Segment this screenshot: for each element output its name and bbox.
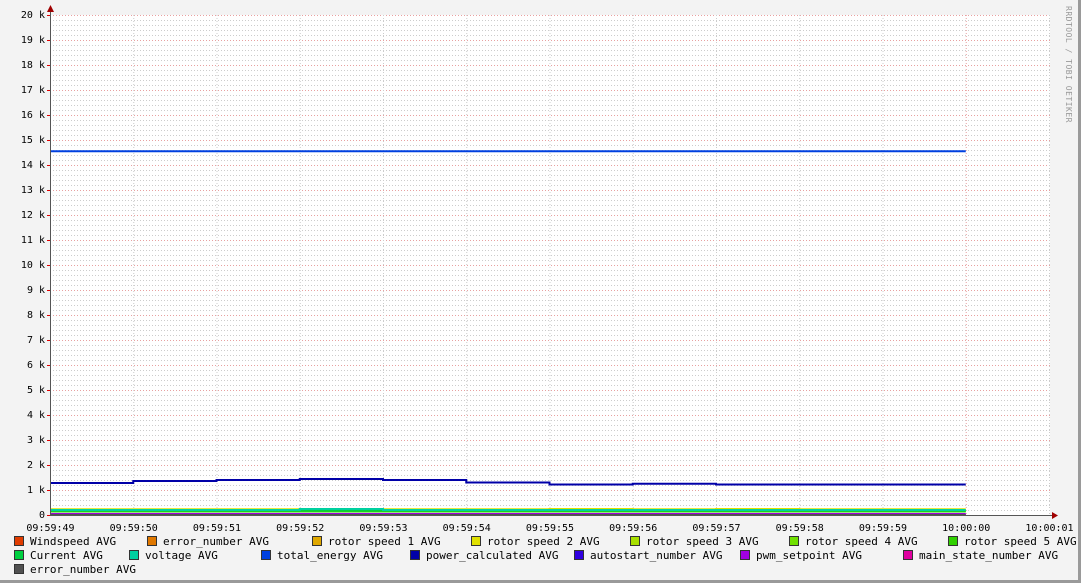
y-tick-label: 13 k	[21, 185, 45, 196]
legend-swatch	[261, 550, 271, 560]
legend-item: error_number AVG	[14, 564, 136, 576]
y-tick-label: 15 k	[21, 135, 45, 146]
legend-swatch	[789, 536, 799, 546]
y-tick-label: 1 k	[27, 485, 45, 496]
y-tick-label: 17 k	[21, 85, 45, 96]
legend-label: rotor speed 5 AVG	[964, 535, 1077, 548]
legend-item: error_number AVG	[147, 536, 269, 548]
legend-label: rotor speed 2 AVG	[487, 535, 600, 548]
x-tick-label: 09:59:53	[359, 523, 407, 534]
legend-label: autostart_number AVG	[590, 549, 723, 562]
legend-item: main_state_number AVG	[903, 550, 1058, 562]
legend-swatch	[14, 536, 24, 546]
y-tick-label: 16 k	[21, 110, 45, 121]
series-line-8	[50, 508, 966, 511]
legend-swatch	[948, 536, 958, 546]
legend-label: rotor speed 3 AVG	[646, 535, 759, 548]
legend-label: total_energy AVG	[277, 549, 383, 562]
legend-item: rotor speed 5 AVG	[948, 536, 1077, 548]
legend-item: total_energy AVG	[261, 550, 383, 562]
x-tick-label: 09:59:54	[443, 523, 491, 534]
legend-item: rotor speed 1 AVG	[312, 536, 441, 548]
y-tick-label: 19 k	[21, 35, 45, 46]
legend-swatch	[471, 536, 481, 546]
y-tick-label: 3 k	[27, 435, 45, 446]
x-tick-label: 09:59:57	[692, 523, 740, 534]
x-tick-label: 09:59:59	[859, 523, 907, 534]
y-tick-label: 10 k	[21, 260, 45, 271]
x-tick-label: 10:00:01	[1025, 523, 1073, 534]
legend-label: power_calculated AVG	[426, 549, 559, 562]
legend-item: rotor speed 2 AVG	[471, 536, 600, 548]
x-tick-label: 09:59:52	[276, 523, 324, 534]
x-tick-label: 09:59:49	[26, 523, 74, 534]
legend-swatch	[630, 536, 640, 546]
legend-swatch	[903, 550, 913, 560]
legend-swatch	[14, 550, 24, 560]
legend-label: rotor speed 1 AVG	[328, 535, 441, 548]
x-tick-label: 09:59:55	[526, 523, 574, 534]
legend-label: Windspeed AVG	[30, 535, 117, 548]
x-tick-label: 09:59:51	[193, 523, 241, 534]
series-line-10	[50, 478, 966, 486]
watermark: RRDTOOL / TOBI OETIKER	[1064, 6, 1073, 123]
x-tick-label: 09:59:50	[110, 523, 158, 534]
legend-label: main_state_number AVG	[919, 549, 1059, 562]
y-tick-label: 5 k	[27, 385, 45, 396]
legend-item: Windspeed AVG	[14, 536, 116, 548]
y-tick-label: 2 k	[27, 460, 45, 471]
legend-swatch	[129, 550, 139, 560]
legend-label: error_number AVG	[30, 563, 136, 576]
legend-swatch	[14, 564, 24, 574]
y-tick-label: 12 k	[21, 210, 45, 221]
legend-label: rotor speed 4 AVG	[805, 535, 918, 548]
y-tick-label: 9 k	[27, 285, 45, 296]
y-axis-arrow	[47, 5, 54, 12]
legend-item: rotor speed 3 AVG	[630, 536, 759, 548]
y-tick-label: 0	[39, 510, 45, 521]
legend-swatch	[574, 550, 584, 560]
legend-swatch	[410, 550, 420, 560]
legend-item: power_calculated AVG	[410, 550, 558, 562]
y-tick-label: 20 k	[21, 10, 45, 21]
x-axis-arrow	[1052, 512, 1058, 519]
legend-label: voltage AVG	[145, 549, 218, 562]
y-tick-label: 18 k	[21, 60, 45, 71]
legend-label: pwm_setpoint AVG	[756, 549, 862, 562]
y-tick-label: 14 k	[21, 160, 45, 171]
legend-swatch	[740, 550, 750, 560]
legend-label: error_number AVG	[163, 535, 269, 548]
legend-item: Current AVG	[14, 550, 103, 562]
y-tick-label: 4 k	[27, 410, 45, 421]
x-tick-label: 09:59:58	[776, 523, 824, 534]
y-tick-label: 7 k	[27, 335, 45, 346]
legend-item: voltage AVG	[129, 550, 218, 562]
y-tick-label: 6 k	[27, 360, 45, 371]
x-tick-label: 09:59:56	[609, 523, 657, 534]
legend-item: pwm_setpoint AVG	[740, 550, 862, 562]
legend-swatch	[312, 536, 322, 546]
y-tick-label: 8 k	[27, 310, 45, 321]
legend-swatch	[147, 536, 157, 546]
legend-label: Current AVG	[30, 549, 103, 562]
y-tick-label: 11 k	[21, 235, 45, 246]
legend-item: autostart_number AVG	[574, 550, 722, 562]
legend-item: rotor speed 4 AVG	[789, 536, 918, 548]
x-tick-label: 10:00:00	[942, 523, 990, 534]
